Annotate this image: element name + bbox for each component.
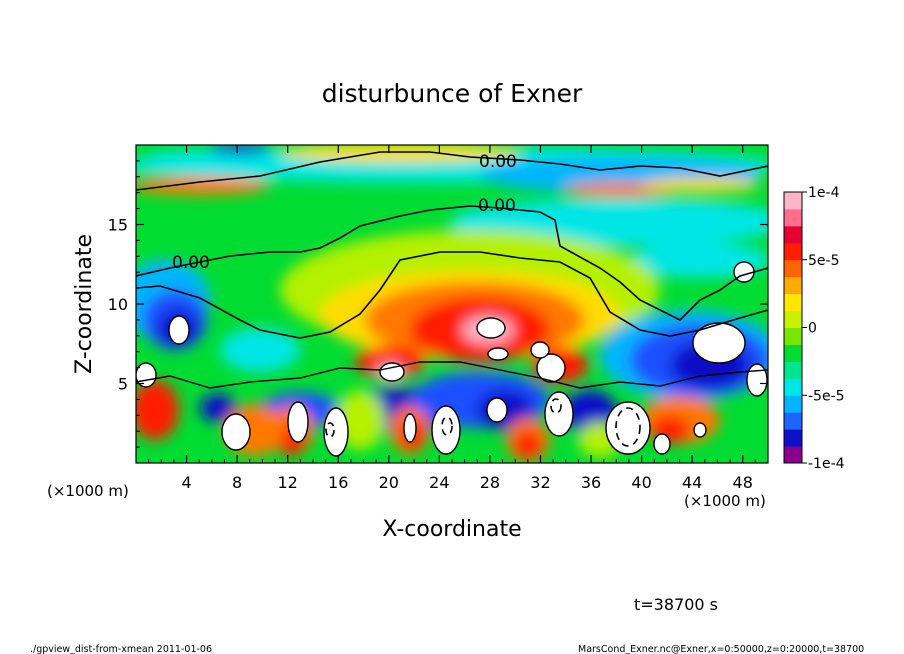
colorbar-tick-label: -5e-5	[808, 388, 845, 404]
colorbar-segment	[784, 361, 802, 379]
colorbar-segment	[784, 225, 802, 244]
contour-zero-middle	[136, 205, 768, 321]
out-of-range-region	[168, 315, 190, 345]
x-tick-label: 20	[379, 473, 399, 492]
colorbar-tick-label: 5e-5	[808, 253, 839, 269]
contour-labels: 0.00 0.00 0.00	[172, 152, 517, 273]
chart-title: disturbunce of Exner	[322, 79, 583, 108]
field-patches	[136, 145, 768, 462]
contour-label-1: 0.00	[479, 152, 517, 172]
y-tick-label: 15	[108, 216, 128, 235]
x-tick-label: 28	[480, 473, 500, 492]
contour-dashed-4	[325, 422, 335, 438]
x-unit-right: (×1000 m)	[684, 492, 766, 510]
contour-dashed-2	[441, 416, 453, 436]
out-of-range-region	[403, 413, 417, 443]
colorbar-tick-label: -1e-4	[808, 456, 845, 472]
colorbar-segment	[784, 446, 802, 464]
colorbar-segment	[784, 259, 802, 278]
x-tick-label: 16	[328, 473, 348, 492]
contour-zero-upper	[136, 151, 768, 191]
colorbar-segment	[784, 276, 802, 295]
out-of-range-region	[605, 401, 651, 455]
colorbar-tick-label: 1e-4	[808, 185, 840, 201]
colorbar: 1e-4 5e-5 0 -5e-5 -1e-4	[783, 185, 845, 472]
colorbar-segment	[784, 344, 802, 362]
footer-left: ./gpview_dist-from-xmean 2011-01-06	[30, 644, 212, 654]
out-of-range-region	[653, 433, 671, 455]
field-patch	[136, 380, 179, 440]
field-patch	[220, 328, 300, 372]
y-axis-label: Z-coordinate	[72, 234, 97, 374]
out-of-range-region	[487, 347, 509, 361]
x-axis-label: X-coordinate	[382, 517, 521, 542]
contour-lines	[136, 151, 768, 389]
field-patch	[140, 150, 260, 170]
x-tick-label: 12	[278, 473, 298, 492]
out-of-range-region	[323, 407, 349, 457]
out-of-range-region	[287, 401, 309, 443]
colorbar-segment	[784, 208, 802, 227]
out-of-range-region	[746, 363, 768, 397]
y-tick-label: 5	[118, 375, 128, 394]
contour-label-2: 0.00	[478, 196, 516, 216]
contour-dashed	[325, 398, 641, 447]
contour-dashed-3	[550, 398, 562, 414]
contour-low-level	[136, 361, 768, 389]
field-patch	[280, 145, 520, 162]
colorbar-segment	[784, 242, 802, 261]
out-of-range-region	[544, 391, 574, 437]
x-tick-label: 36	[581, 473, 601, 492]
footer-right: MarsCond_Exner.nc@Exner,x=0:50000,z=0:20…	[578, 644, 864, 654]
x-unit-left: (×1000 m)	[47, 482, 129, 500]
x-tick-label: 44	[682, 473, 702, 492]
colorbar-segment	[784, 327, 802, 345]
out-of-range-region	[693, 422, 707, 438]
x-tick-label: 4	[181, 473, 191, 492]
colorbar-segment	[784, 395, 802, 413]
colorbar-tick-label: 0	[808, 321, 817, 337]
field-patch	[200, 394, 236, 422]
colorbar-segment	[784, 293, 802, 312]
plot-area	[136, 145, 768, 463]
time-label: t=38700 s	[634, 595, 718, 614]
colorbar-segment	[784, 310, 802, 328]
y-axis: 5 10 15	[108, 160, 768, 448]
contour-zero-lower	[136, 251, 768, 339]
out-of-range-region	[536, 353, 566, 383]
contour-dashed-1	[615, 407, 641, 447]
colorbar-segment	[784, 429, 802, 447]
contour-label-3: 0.00	[172, 253, 210, 273]
x-tick-label: 32	[530, 473, 550, 492]
out-of-range-region	[486, 397, 508, 423]
colorbar-segment	[784, 412, 802, 430]
x-tick-label: 40	[631, 473, 651, 492]
x-axis: 4 8 12 16 20 24 28 32 36 40 44 48	[148, 145, 756, 492]
colorbar-segment	[784, 378, 802, 396]
field-patch	[630, 242, 768, 278]
out-of-range-region	[530, 341, 550, 359]
field-patch	[514, 431, 542, 459]
out-of-range-region	[221, 413, 251, 451]
out-of-range-region	[431, 405, 461, 455]
field-patch	[210, 145, 270, 154]
field-patch	[640, 178, 760, 192]
field-patch	[136, 177, 270, 195]
out-of-range-region	[692, 322, 746, 364]
x-tick-label: 48	[733, 473, 753, 492]
x-tick-label: 8	[232, 473, 242, 492]
y-tick-label: 10	[108, 295, 128, 314]
out-of-range-region	[379, 362, 405, 382]
out-of-range-region	[476, 317, 506, 339]
out-of-range-regions	[136, 261, 768, 457]
x-tick-label: 24	[429, 473, 449, 492]
colorbar-segment	[784, 192, 802, 210]
